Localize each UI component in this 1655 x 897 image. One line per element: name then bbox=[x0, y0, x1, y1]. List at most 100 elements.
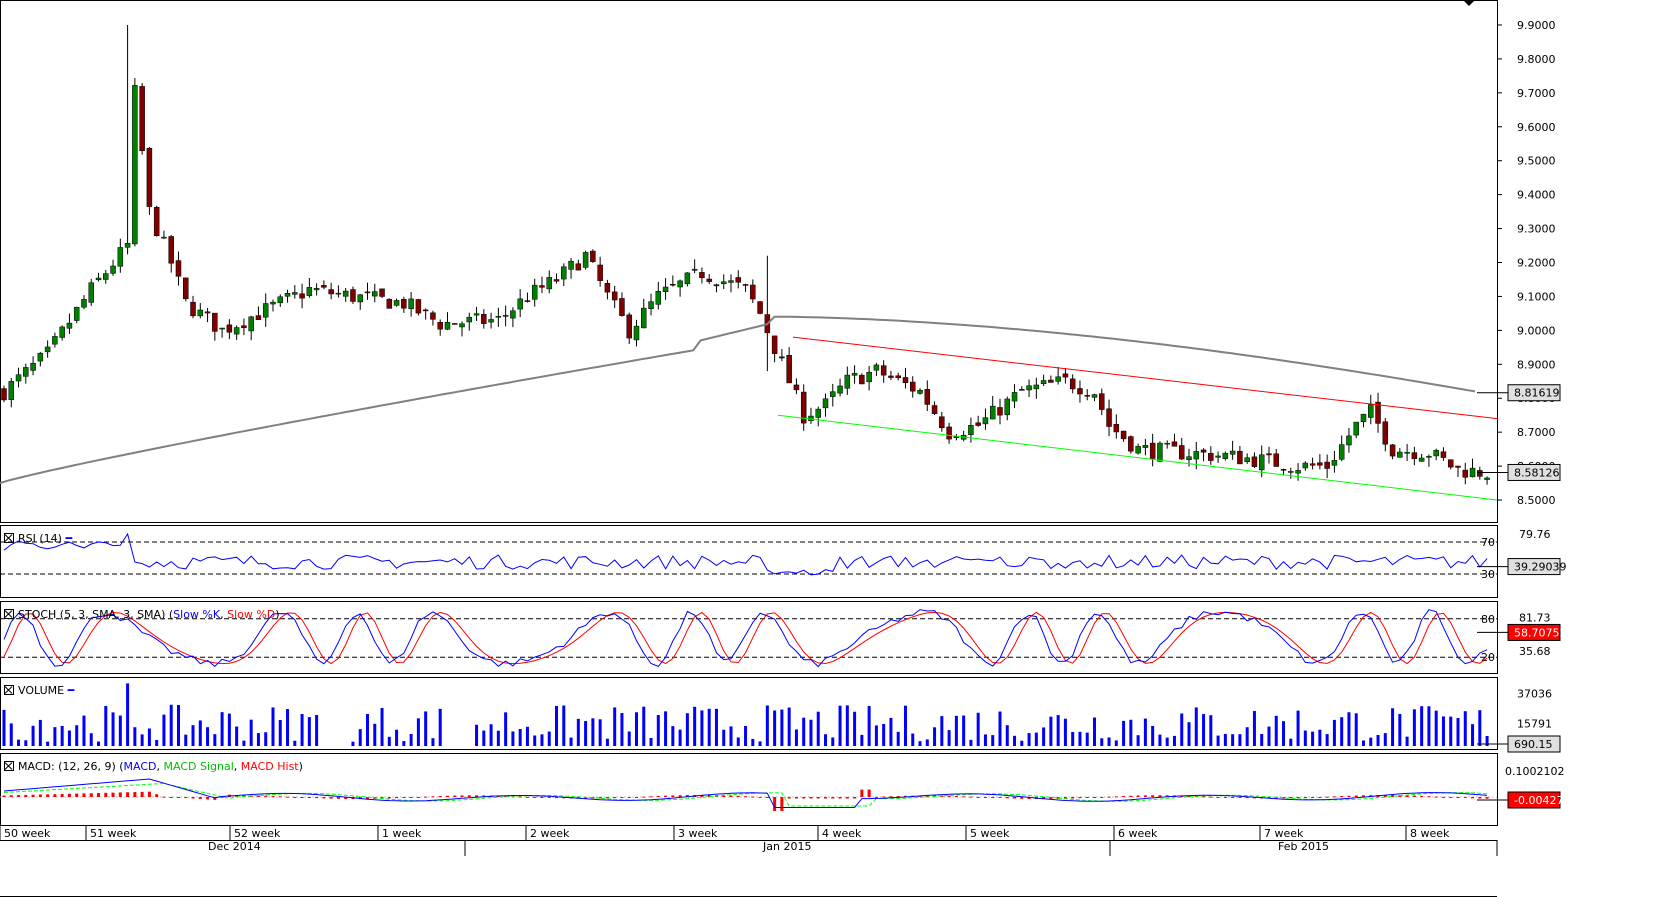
volume-bar bbox=[838, 705, 842, 746]
macd-hist-bar bbox=[38, 794, 42, 797]
macd-hist-bar bbox=[620, 797, 624, 798]
macd-hist-bar bbox=[947, 795, 951, 797]
macd-hist-bar bbox=[809, 797, 813, 799]
bear-candle bbox=[946, 426, 952, 440]
volume-bar bbox=[475, 724, 479, 746]
macd-hist-bar bbox=[126, 792, 130, 797]
macd-hist-bar bbox=[438, 796, 442, 798]
macd-hist-bar bbox=[1071, 797, 1075, 799]
bear-candle bbox=[895, 375, 901, 379]
macd-hist-bar bbox=[416, 797, 420, 798]
bear-candle bbox=[146, 147, 153, 207]
bull-candle bbox=[1229, 450, 1236, 455]
volume-tick-label: 15791 bbox=[1517, 718, 1552, 731]
macd-hist-bar bbox=[89, 793, 93, 797]
macd-hist-bar bbox=[1187, 795, 1191, 797]
close-icon[interactable] bbox=[4, 761, 14, 771]
volume-bar bbox=[1020, 740, 1024, 746]
scroll-marker-icon[interactable] bbox=[1463, 0, 1475, 6]
volume-bar bbox=[962, 715, 966, 746]
volume-bar bbox=[933, 727, 937, 746]
stoch-title-suffix: ) bbox=[275, 608, 280, 621]
bear-candle bbox=[153, 206, 160, 236]
macd-hist-bar bbox=[533, 797, 537, 798]
volume-bar bbox=[1100, 738, 1104, 746]
volume-bar bbox=[111, 712, 115, 746]
volume-bar bbox=[751, 738, 755, 746]
macd-hist-bar bbox=[75, 793, 79, 797]
macd-hist-bar bbox=[758, 796, 762, 798]
close-icon[interactable] bbox=[4, 533, 14, 543]
macd-hist-bar bbox=[147, 791, 151, 797]
rsi-title-text: RSI (14) bbox=[18, 532, 62, 545]
bull-candle bbox=[8, 381, 15, 400]
macd-hist-bar bbox=[598, 797, 602, 799]
macd-hist-bar bbox=[962, 796, 966, 798]
bear-candle bbox=[771, 335, 778, 354]
volume-bar bbox=[1471, 724, 1475, 746]
volume-bar bbox=[1013, 735, 1017, 746]
bear-candle bbox=[1273, 453, 1279, 467]
bull-candle bbox=[197, 309, 204, 317]
macd-hist-bar bbox=[707, 794, 711, 797]
macd-hist-bar bbox=[1114, 796, 1118, 798]
week-label: 7 week bbox=[1264, 827, 1304, 840]
volume-bar bbox=[1369, 737, 1373, 746]
volume-bar bbox=[1231, 734, 1235, 746]
macd-hist-bar bbox=[380, 797, 384, 799]
volume-bar bbox=[351, 741, 355, 746]
bull-candle bbox=[306, 287, 313, 296]
bull-candle bbox=[81, 299, 87, 308]
volume-bar bbox=[1223, 733, 1227, 746]
macd-hist-bar bbox=[838, 797, 842, 799]
bull-candle bbox=[292, 292, 298, 295]
stoch-d-label: Slow %D bbox=[227, 608, 276, 621]
bull-candle bbox=[488, 319, 494, 323]
macd-hist-bar bbox=[424, 796, 428, 798]
volume-bar bbox=[1332, 719, 1336, 746]
macd-hist-bar bbox=[1318, 797, 1322, 798]
volume-bar bbox=[1209, 715, 1213, 746]
bull-candle bbox=[1186, 456, 1192, 460]
macd-hist-bar bbox=[206, 797, 210, 800]
bull-candle bbox=[23, 367, 29, 377]
bull-candle bbox=[1469, 467, 1476, 478]
macd-hist-bar bbox=[1049, 797, 1053, 799]
volume-bar bbox=[1085, 732, 1089, 746]
bull-candle bbox=[1353, 421, 1359, 436]
week-label: 8 week bbox=[1410, 827, 1450, 840]
bull-candle bbox=[982, 417, 989, 425]
bear-candle bbox=[619, 298, 625, 316]
macd-hist-bar bbox=[169, 797, 173, 798]
bull-candle bbox=[52, 336, 58, 345]
macd-hist-bar bbox=[671, 795, 675, 797]
volume-bar bbox=[53, 727, 57, 746]
close-icon[interactable] bbox=[4, 685, 14, 695]
bull-candle bbox=[408, 298, 414, 310]
volume-bar bbox=[89, 733, 93, 746]
volume-bar bbox=[1245, 727, 1249, 746]
bear-candle bbox=[1462, 469, 1469, 478]
bull-candle bbox=[44, 346, 51, 353]
rsi-series: 70 30 bbox=[0, 532, 1497, 581]
volume-bar bbox=[1420, 706, 1424, 746]
macd-hist-bar bbox=[53, 794, 57, 797]
week-label: 4 week bbox=[822, 827, 862, 840]
macd-hist-bar bbox=[1013, 797, 1017, 799]
bear-candle bbox=[1106, 408, 1112, 427]
volume-bar bbox=[874, 725, 878, 746]
bear-candle bbox=[183, 277, 189, 300]
macd-hist-bar bbox=[1347, 795, 1351, 797]
volume-bar bbox=[1405, 736, 1409, 746]
bear-candle bbox=[437, 321, 443, 330]
bull-candle bbox=[684, 272, 691, 285]
macd-hist-bar bbox=[998, 797, 1002, 798]
macd-title: MACD: (12, 26, 9) (MACD, MACD Signal, MA… bbox=[4, 760, 303, 773]
close-icon[interactable] bbox=[4, 609, 14, 619]
bull-candle bbox=[393, 300, 400, 306]
volume-bar bbox=[1478, 710, 1482, 746]
stoch-level-label: 80 bbox=[1481, 613, 1495, 626]
volume-bar bbox=[642, 706, 646, 746]
volume-bar bbox=[816, 711, 820, 746]
volume-bar bbox=[482, 730, 486, 746]
